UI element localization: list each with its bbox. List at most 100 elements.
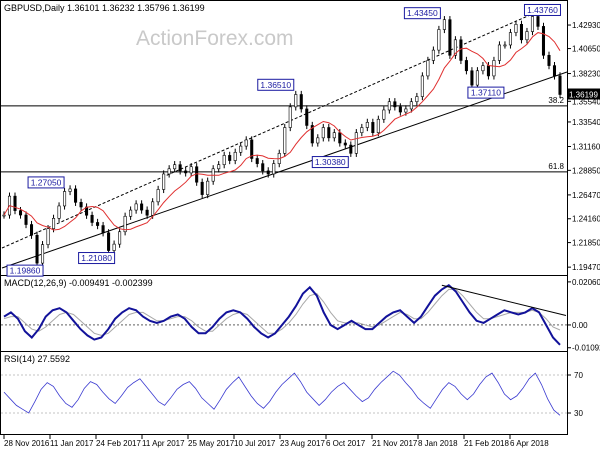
candle-body: [552, 65, 557, 77]
candle-body: [63, 191, 67, 207]
candle-body: [206, 180, 210, 195]
candle-body: [134, 203, 138, 211]
candle-body: [266, 170, 270, 175]
candle-body: [453, 39, 457, 56]
candle-body: [382, 109, 386, 120]
candle-body: [13, 195, 17, 211]
candle-body: [35, 234, 39, 264]
candle-body: [442, 19, 446, 30]
date-tick-label: 23 Aug 2017: [280, 439, 325, 448]
candle-body: [52, 218, 56, 229]
price-tick-label: 1.42930: [572, 21, 600, 30]
current-price-marker: [567, 88, 600, 100]
macd-tick-label: 0.00: [572, 321, 588, 330]
candle-body: [250, 139, 254, 159]
price-tick-label: 1.28850: [572, 166, 600, 175]
annotation-box: [467, 86, 505, 99]
trendline-upper: [1, 14, 531, 249]
date-tick-label: 6 Apr 2018: [510, 439, 549, 448]
candle-body: [151, 201, 155, 216]
candle-body: [123, 215, 127, 233]
annotation-label: 1.27050: [31, 177, 62, 187]
candle-body: [145, 209, 149, 216]
candle-body: [96, 222, 100, 226]
rsi-panel: [0, 351, 568, 435]
rsi-tick-label: 30: [574, 409, 583, 418]
annotation-box: [311, 156, 349, 169]
annotation-box: [6, 264, 44, 277]
candle-body: [448, 19, 452, 56]
candle-body: [101, 225, 105, 234]
annotation-box: [78, 252, 116, 265]
candle-body: [316, 137, 320, 144]
date-tick-label: 11 Jan 2017: [50, 439, 94, 448]
annotation-box: [27, 176, 65, 189]
candle-body: [18, 210, 23, 216]
candle-body: [437, 29, 441, 51]
annotation-box: [523, 3, 561, 16]
candle-body: [228, 155, 232, 161]
price-annotations: 1.43760 1.43450 1.37110 1.36510 1.30380 1.270…: [6, 3, 561, 277]
candle-body: [294, 94, 298, 108]
candle-body: [244, 139, 248, 147]
price-tick-label: 1.21850: [572, 239, 600, 248]
candle-body: [332, 132, 336, 139]
candle-body: [508, 32, 512, 46]
price-tick-label: 1.24160: [572, 215, 600, 224]
candle-body: [409, 101, 413, 110]
candle-body: [514, 24, 518, 33]
annotation-label: 1.37110: [471, 88, 501, 98]
macd-line: [3, 283, 561, 346]
candle-body: [173, 164, 177, 170]
annotation-box: [257, 78, 295, 91]
candle-body: [464, 60, 468, 72]
candle-body: [327, 127, 331, 139]
candle-body: [481, 65, 485, 72]
candle-body: [338, 132, 342, 144]
candle-body: [310, 125, 314, 144]
candle-body: [426, 60, 430, 77]
candle-body: [371, 122, 375, 133]
candle-body: [492, 60, 496, 77]
rsi-label: RSI(14) 27.5592: [4, 354, 70, 364]
candles: [2, 12, 562, 267]
current-price-label: 1.36199: [569, 91, 598, 100]
candle-body: [288, 106, 292, 128]
rsi-plot: 70 30: [1, 370, 583, 418]
fib-label: 61.8: [548, 162, 564, 171]
candle-body: [239, 145, 243, 153]
date-tick-label: 21 Feb 2018: [464, 439, 509, 448]
date-tick-label: 6 Oct 2017: [326, 439, 366, 448]
macd-tick-label: 0.020602: [572, 278, 600, 287]
candle-body: [189, 166, 193, 174]
candle-body: [57, 205, 61, 219]
fib-levels: 38.2 61.8: [1, 96, 567, 173]
candle-body: [398, 106, 402, 113]
candle-body: [162, 173, 166, 190]
candle-body: [167, 168, 171, 175]
candle-body: [261, 163, 265, 172]
price-tick-label: 1.26470: [572, 191, 600, 200]
watermark: ActionForex.com: [136, 27, 294, 50]
candle-body: [354, 132, 358, 154]
price-tick-label: 1.33540: [572, 118, 600, 127]
annotation-label: 1.19860: [10, 266, 41, 276]
moving-average-line: [3, 32, 561, 231]
trendline-lower: [1, 71, 568, 269]
candle-body: [536, 16, 540, 27]
candle-body: [431, 49, 435, 61]
date-tick-label: 21 Nov 2017: [372, 439, 418, 448]
date-tick-label: 28 Nov 2016: [4, 439, 50, 448]
price-tick-label: 1.19470: [572, 263, 600, 272]
candle-body: [470, 70, 474, 86]
candle-body: [558, 75, 562, 95]
candle-body: [393, 101, 397, 108]
candle-body: [90, 214, 94, 223]
candle-body: [497, 44, 501, 61]
moving-average: [3, 32, 561, 231]
candle-body: [178, 164, 182, 172]
macd-plot: 0.020602 0.00 -0.010923: [1, 278, 600, 353]
macd-signal-line: [3, 288, 561, 336]
price-axis: 1.42930 1.40650 1.38230 1.35540 1.33540 1.311…: [567, 21, 600, 272]
